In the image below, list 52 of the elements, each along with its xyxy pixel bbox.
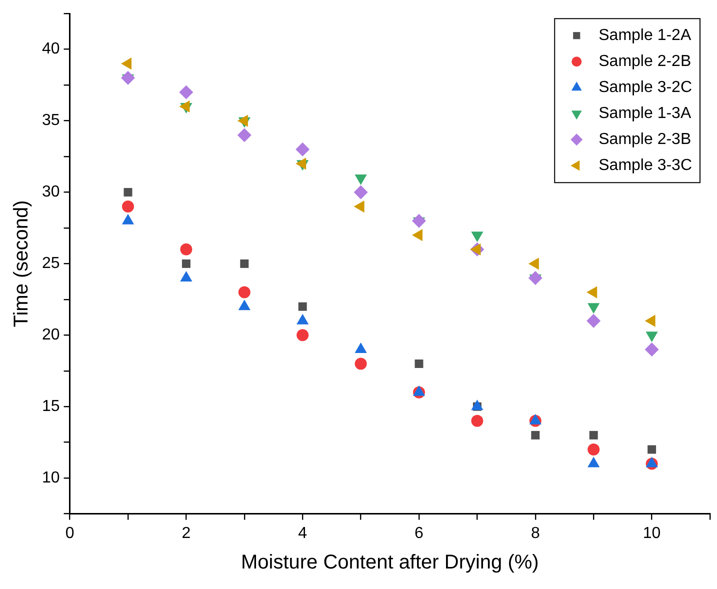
x-tick-label: 8 <box>530 524 540 542</box>
point <box>180 243 192 256</box>
point <box>298 302 307 311</box>
point <box>529 414 542 424</box>
y-tick-label: 30 <box>42 184 60 201</box>
point <box>354 185 368 200</box>
legend-label: Sample 2-3B <box>598 131 692 148</box>
point <box>354 174 367 185</box>
point <box>414 360 424 368</box>
y-tick-label: 10 <box>42 469 60 486</box>
y-tick-label: 40 <box>42 40 60 58</box>
point <box>589 430 598 440</box>
x-tick-label: 6 <box>414 524 424 542</box>
point <box>528 270 542 285</box>
point <box>412 214 426 228</box>
point <box>648 445 656 454</box>
point <box>646 456 658 468</box>
point <box>179 85 194 100</box>
point <box>471 414 484 427</box>
point <box>644 342 659 356</box>
x-tick-label: 0 <box>65 524 74 542</box>
y-tick-label: 15 <box>42 398 60 416</box>
legend-label: Sample 3-2C <box>598 79 692 96</box>
point <box>237 128 252 142</box>
point <box>240 259 249 268</box>
legend-label: Sample 1-3A <box>598 105 692 122</box>
y-tick-label: 20 <box>42 326 60 344</box>
point <box>124 188 132 196</box>
x-tick-label: 2 <box>182 524 191 542</box>
x-axis-title: Moisture Content after Drying (%) <box>240 552 539 574</box>
point <box>588 443 600 456</box>
point <box>120 70 135 85</box>
point <box>531 430 540 440</box>
legend-label: Sample 2-2B <box>598 53 692 70</box>
legend-label: Sample 1-2A <box>598 27 692 44</box>
point <box>412 385 426 396</box>
point <box>182 259 190 268</box>
legend-label: Sample 3-3C <box>598 157 692 174</box>
y-axis-title: Time (second) <box>10 200 33 328</box>
point <box>238 300 250 310</box>
y-tick-label: 35 <box>42 112 60 130</box>
point <box>588 456 600 468</box>
point <box>296 329 309 342</box>
point <box>471 400 484 410</box>
point <box>238 286 250 298</box>
point <box>296 142 310 156</box>
y-tick-label: 25 <box>42 255 60 272</box>
point <box>586 314 601 328</box>
x-tick-label: 10 <box>642 524 661 542</box>
x-tick-label: 4 <box>298 524 308 542</box>
point <box>122 200 134 213</box>
point <box>354 358 367 370</box>
